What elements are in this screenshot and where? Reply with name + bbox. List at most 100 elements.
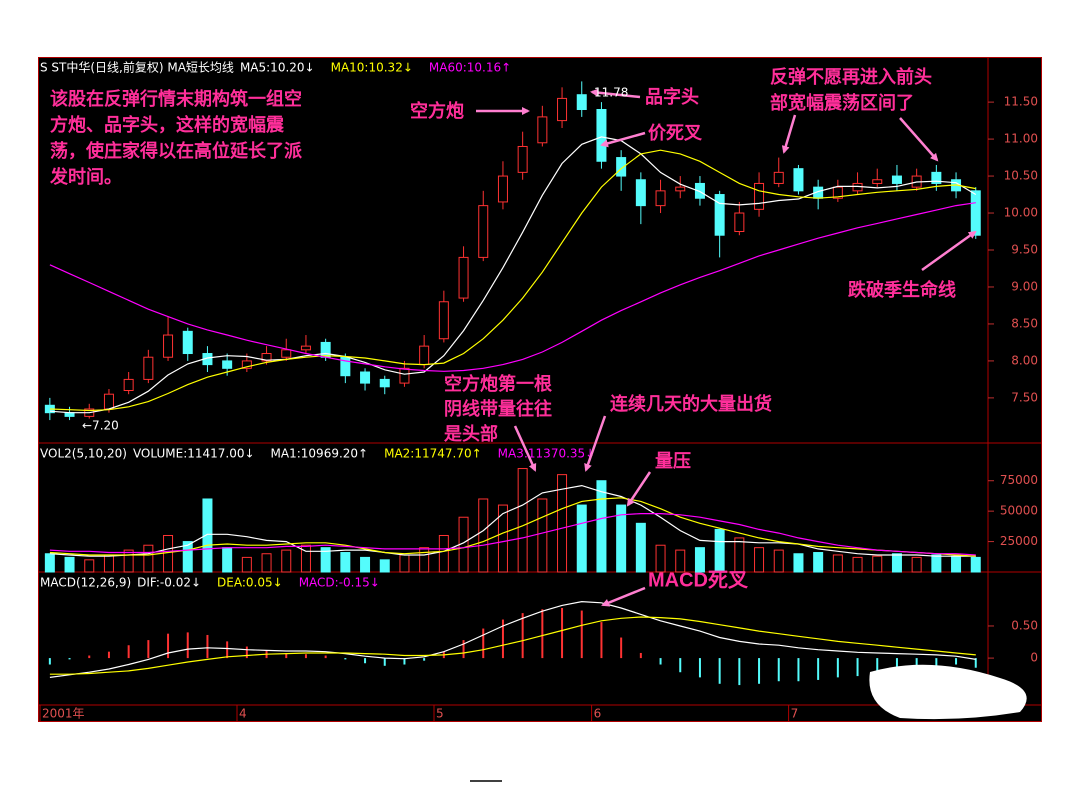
legend-entry: MA3:11370.35↓ (498, 447, 596, 461)
candle-body (793, 168, 804, 192)
volume-bar (320, 547, 331, 573)
candle-body (399, 367, 410, 384)
annotation: 方炮、品字头，这样的宽幅震 (50, 114, 285, 136)
candle-body (557, 97, 568, 122)
volume-bar (714, 528, 725, 573)
volume-bar (241, 556, 252, 573)
candle-body (163, 334, 174, 358)
legend-entry: DEA:0.05↓ (217, 576, 283, 590)
ma-line (49, 484, 976, 557)
volume-bar (44, 553, 55, 573)
volume-bar (517, 468, 528, 573)
volume-bar (84, 559, 95, 573)
annotation: 部宽幅震荡区间了 (770, 92, 914, 114)
candle-body (616, 157, 627, 177)
candle-body (576, 94, 587, 111)
volume-bar (931, 554, 942, 573)
annotation: ←7.20 (82, 419, 119, 433)
candle-body (931, 171, 942, 184)
candle-body (635, 179, 646, 207)
volume-bar (694, 547, 705, 573)
volume-bar (576, 504, 587, 573)
y-tick-label: 7.50 (1011, 390, 1038, 404)
annotation: 荡，使庄家得以在高位延长了派 (50, 140, 303, 162)
candle-body (891, 175, 902, 184)
volume-bar (202, 498, 213, 573)
volume-bar (379, 559, 390, 573)
x-tick-label: 2001年 (42, 707, 85, 721)
y-tick-label: 0 (1030, 651, 1038, 665)
annotation: 反弹不愿再进入前头 (770, 66, 932, 88)
candle-body (734, 212, 745, 233)
annotation: 是头部 (443, 423, 498, 445)
ma-line (49, 513, 976, 556)
volume-bar (911, 556, 922, 573)
volume-bar (951, 555, 962, 573)
annotation: 发时间。 (49, 166, 122, 188)
legend-entry: VOLUME:11417.00↓ (133, 447, 255, 461)
legend-entry: MA5:10.20↓ (240, 61, 315, 75)
volume-bar (635, 522, 646, 573)
volume-bar (340, 552, 351, 573)
candle-body (458, 256, 469, 299)
annotation: 空方炮第一根 (444, 373, 552, 395)
annotation: 量压 (655, 450, 691, 472)
candle-body (281, 349, 292, 358)
volume-bar (655, 544, 666, 573)
volume-bar (734, 537, 745, 573)
volume-bar (793, 553, 804, 573)
volume-bar (182, 541, 193, 573)
legend-entry: MA2:11747.70↑ (384, 447, 482, 461)
volume-bar (813, 552, 824, 573)
candle-body (970, 190, 981, 236)
ma-line (49, 136, 977, 414)
volume-bar (419, 547, 430, 573)
x-tick-label: 4 (239, 707, 247, 721)
y-tick-label: 9.00 (1011, 279, 1038, 293)
candle-body (379, 378, 390, 388)
volume-bar (773, 549, 784, 573)
candle-body (438, 301, 449, 340)
ma-line (49, 600, 976, 678)
volume-bar (616, 504, 627, 573)
candle-body (675, 186, 686, 192)
image-smudge (869, 664, 1027, 720)
annotation-arrows (476, 88, 977, 607)
annotation: 11.78 (594, 86, 628, 100)
volume-bar (261, 553, 272, 573)
candle-body (123, 378, 134, 391)
volume-bar (832, 554, 843, 573)
panel-title: MACD(12,26,9) (40, 576, 131, 590)
legend-entry: MA1:10969.20↑ (271, 447, 369, 461)
volume-bar (123, 549, 134, 573)
x-tick-label: 6 (594, 707, 602, 721)
volume-bar (537, 498, 548, 573)
volume-bar (970, 556, 981, 573)
annotation: 空方炮 (410, 100, 464, 122)
candle-body (655, 190, 666, 207)
candle-body (714, 194, 725, 236)
ma-line (49, 497, 976, 557)
volume-bar (64, 556, 75, 573)
annotation: 该股在反弹行情末期构筑一组空 (50, 88, 302, 110)
annotation: 阴线带量往往 (444, 398, 552, 420)
candle-body (754, 182, 765, 210)
candle-body (182, 330, 193, 355)
volume-bar (222, 547, 233, 573)
legend-entry: MA60:10.16↑ (429, 61, 511, 75)
candle-body (773, 171, 784, 184)
candle-body (832, 186, 843, 199)
chart-background (38, 57, 1042, 722)
annotation: 连续几天的大量出货 (610, 393, 772, 415)
volume-bar (143, 544, 154, 573)
candle-body (872, 179, 883, 184)
candle-body (143, 356, 154, 380)
ma-line (49, 202, 976, 372)
panel-title: VOL2(5,10,20) (40, 447, 127, 461)
legend-entry: DIF:-0.02↓ (137, 576, 201, 590)
y-tick-label: 11.00 (1004, 132, 1038, 146)
y-tick-label: 10.00 (1004, 206, 1038, 220)
candle-body (261, 353, 272, 362)
candle-body (360, 371, 371, 384)
